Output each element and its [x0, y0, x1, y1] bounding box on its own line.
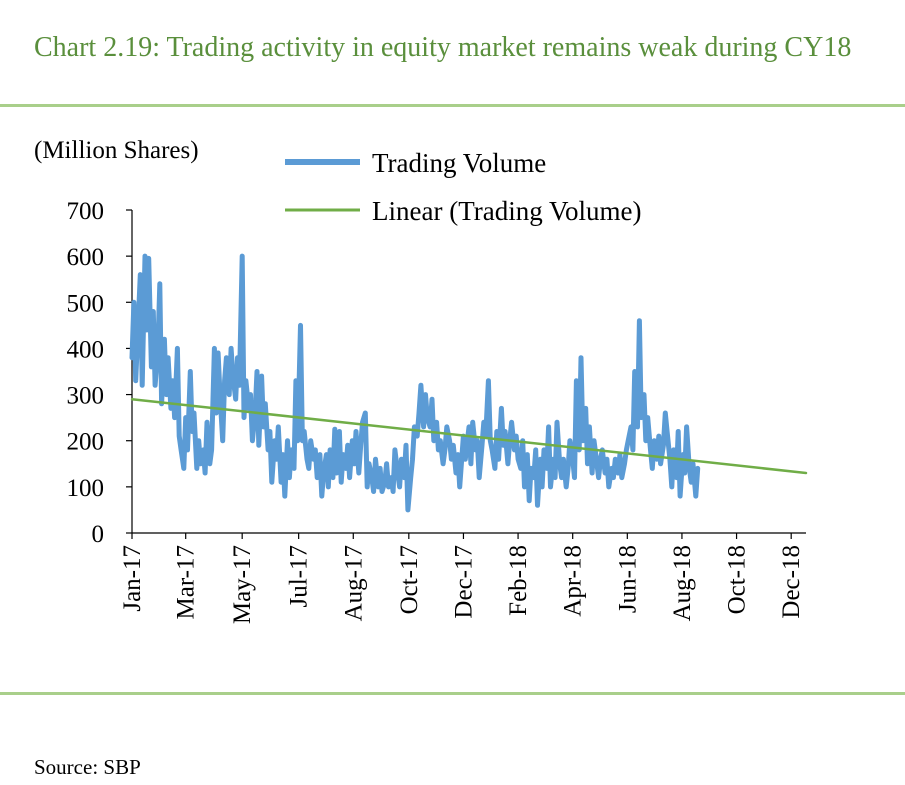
x-tick-label: Oct-18 [724, 545, 751, 614]
legend-label-linear: Linear (Trading Volume) [372, 196, 641, 226]
legend: Trading Volume Linear (Trading Volume) [285, 148, 641, 226]
linear-trend-line [130, 397, 808, 475]
bottom-divider [0, 692, 905, 695]
y-tick-label: 500 [67, 290, 105, 317]
y-tick-label: 200 [67, 429, 105, 456]
x-tick-label: Dec-18 [778, 545, 805, 619]
y-tick-label: 100 [67, 475, 105, 502]
x-tick-label: Jul-17 [286, 545, 313, 608]
legend-label-trading-volume: Trading Volume [372, 148, 546, 178]
plot-area: 0 100 200 300 400 500 600 700 Jan-17 Mar-17 May-17… [67, 198, 808, 624]
chart-title: Chart 2.19: Trading activity in equity m… [34, 32, 852, 63]
x-tick-label: Mar-17 [173, 545, 200, 619]
x-tick-label: Apr-18 [560, 545, 587, 617]
x-tick-label: Aug-18 [669, 545, 696, 621]
y-axis-label: (Million Shares) [34, 137, 199, 164]
source-note: Source: SBP [34, 755, 141, 779]
x-tick-label: Dec-17 [450, 545, 477, 619]
x-tick-label: Jan-17 [119, 545, 146, 612]
x-tick-label: Oct-17 [396, 545, 423, 614]
y-tick-label: 600 [67, 244, 105, 271]
y-tick-label: 700 [67, 198, 105, 225]
x-tick-label: May-17 [229, 545, 256, 624]
trading-volume-line [129, 253, 701, 513]
x-tick-label: Aug-17 [340, 545, 367, 621]
y-tick-label: 0 [92, 521, 105, 548]
chart: Trading Volume Linear (Trading Volume) (… [34, 137, 808, 624]
x-tick-label: Jun-18 [614, 545, 641, 613]
x-tick-label: Feb-18 [505, 545, 532, 616]
top-divider [0, 104, 905, 107]
y-tick-label: 300 [67, 383, 105, 410]
y-tick-label: 400 [67, 336, 105, 363]
